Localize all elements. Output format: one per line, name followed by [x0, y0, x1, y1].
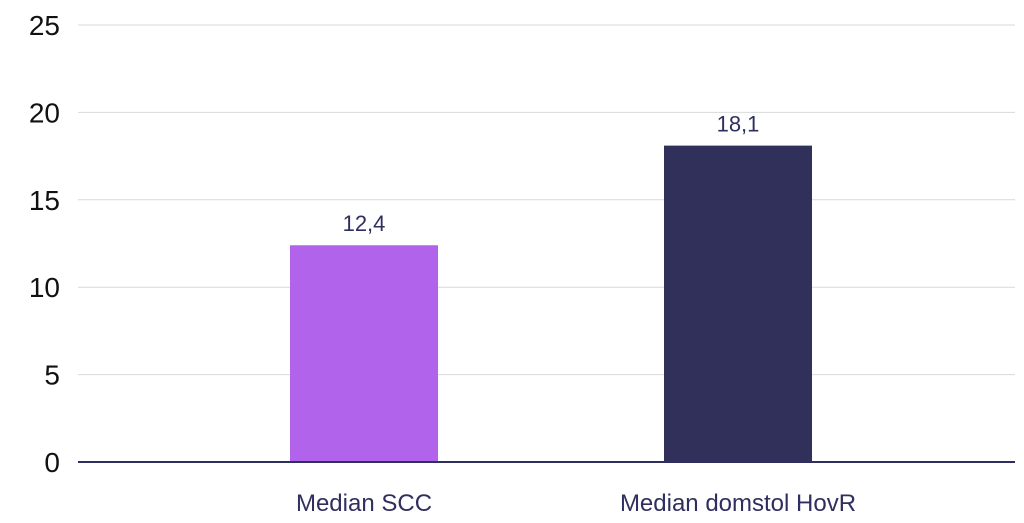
y-tick-label: 5 — [44, 360, 60, 391]
y-axis-ticks: 0 5 10 15 20 25 — [29, 10, 60, 478]
bar-value-label: 12,4 — [343, 211, 386, 236]
y-tick-label: 20 — [29, 97, 60, 128]
y-tick-label: 0 — [44, 447, 60, 478]
bar — [664, 145, 812, 462]
x-category-label: Median SCC — [296, 490, 432, 517]
y-tick-label: 10 — [29, 272, 60, 303]
y-tick-label: 15 — [29, 185, 60, 216]
bar — [290, 245, 438, 462]
x-category-label: Median domstol HovR — [620, 490, 856, 517]
bars — [290, 145, 812, 462]
bar-labels: 12,4 Median SCC 18,1 Median domstol HovR — [296, 112, 856, 517]
gridlines — [78, 24, 1015, 376]
bar-value-label: 18,1 — [717, 112, 760, 137]
y-tick-label: 25 — [29, 10, 60, 41]
